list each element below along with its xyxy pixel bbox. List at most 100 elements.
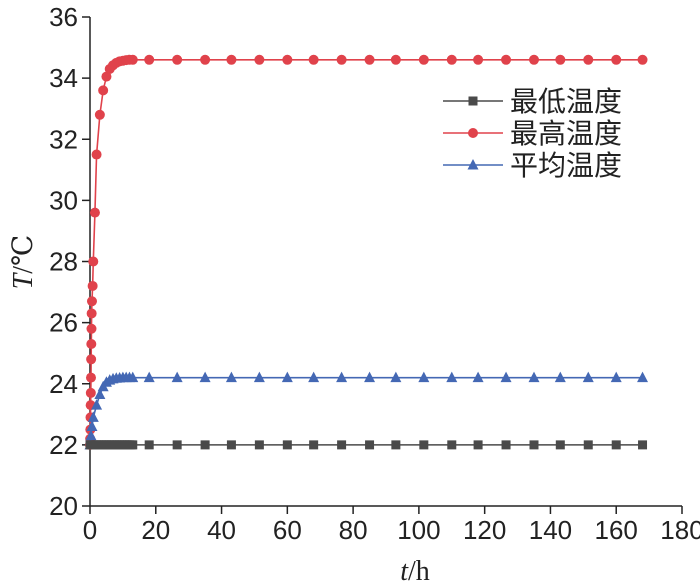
y-tick-label: 30: [49, 185, 78, 215]
data-point: [88, 256, 99, 267]
data-point: [446, 371, 458, 383]
data-point: [199, 371, 211, 383]
x-axis-label: t/h: [400, 556, 430, 587]
data-point: [528, 371, 540, 383]
legend-marker: [468, 96, 478, 106]
data-point: [144, 440, 154, 450]
data-point: [226, 54, 237, 65]
y-tick-label: 22: [49, 430, 78, 460]
data-point: [555, 54, 566, 65]
data-point: [87, 280, 98, 291]
y-axis-label-var: T: [8, 271, 39, 289]
y-tick-label: 28: [49, 247, 78, 277]
y-axis-label: T/℃: [8, 235, 39, 290]
data-point: [583, 54, 594, 65]
x-tick-label: 80: [339, 515, 368, 545]
data-point: [611, 54, 622, 65]
data-point: [447, 440, 457, 450]
data-point: [225, 371, 237, 383]
data-point: [501, 440, 511, 450]
data-point: [143, 371, 155, 383]
data-point: [281, 371, 293, 383]
data-point: [418, 54, 429, 65]
data-point: [200, 440, 210, 450]
data-point: [172, 440, 182, 450]
data-point: [337, 440, 347, 450]
data-point: [254, 440, 264, 450]
x-tick-label: 0: [83, 515, 97, 545]
data-point: [364, 54, 375, 65]
x-axis-label-unit: /h: [408, 556, 430, 587]
data-point: [473, 440, 483, 450]
data-point: [85, 387, 96, 398]
data-point: [282, 54, 293, 65]
series-layer: [84, 54, 649, 450]
data-point: [254, 54, 265, 65]
data-point: [446, 54, 457, 65]
axes: 0 20 40 60 80 100 120 140 160 1802022242628303234…: [49, 2, 700, 545]
legend-label: 平均温度: [510, 149, 622, 182]
y-tick-label: 20: [49, 491, 78, 521]
data-point: [85, 372, 96, 383]
data-point: [555, 440, 565, 450]
y-tick-label: 24: [49, 369, 78, 399]
legend-entry: 平均温度: [443, 149, 622, 182]
series-line: [89, 376, 643, 445]
data-point: [529, 54, 539, 65]
data-point: [472, 371, 484, 383]
data-point: [282, 440, 292, 450]
data-point: [473, 54, 484, 65]
data-point: [418, 371, 430, 383]
data-point: [101, 71, 112, 82]
y-tick-label: 32: [49, 124, 78, 154]
data-point: [85, 429, 97, 441]
data-point: [91, 149, 102, 160]
data-point: [336, 54, 347, 65]
data-point: [365, 440, 375, 450]
data-point: [89, 207, 100, 218]
data-point: [637, 54, 648, 65]
data-point: [128, 440, 138, 450]
data-point: [364, 371, 376, 383]
legend-marker: [467, 159, 479, 170]
data-point: [610, 371, 622, 383]
legend-label: 最低温度: [510, 85, 622, 118]
x-tick-label: 100: [397, 515, 440, 545]
x-tick-label: 160: [595, 515, 638, 545]
data-point: [94, 388, 106, 399]
x-tick-label: 120: [463, 515, 506, 545]
data-point: [390, 54, 401, 65]
data-point: [637, 371, 649, 383]
data-point: [308, 371, 320, 383]
data-point: [611, 440, 621, 450]
y-tick-label: 26: [49, 308, 78, 338]
x-axis-label-var: t: [400, 556, 409, 587]
data-point: [86, 296, 97, 307]
data-point: [200, 54, 211, 65]
data-point: [94, 109, 105, 120]
data-point: [226, 440, 236, 450]
data-point: [638, 440, 648, 450]
data-point: [98, 85, 109, 96]
y-tick-label: 36: [49, 2, 78, 32]
y-tick-label: 34: [49, 63, 78, 93]
series-triangle: [84, 371, 649, 450]
legend-entry: 最高温度: [443, 117, 622, 150]
data-point: [91, 399, 103, 410]
data-point: [86, 354, 97, 365]
data-point: [144, 54, 155, 65]
data-point: [391, 440, 401, 450]
data-point: [583, 440, 593, 450]
data-point: [336, 371, 348, 383]
x-tick-label: 20: [141, 515, 170, 545]
data-point: [308, 54, 319, 65]
data-point: [86, 308, 97, 319]
data-point: [86, 420, 98, 432]
data-point: [127, 371, 139, 383]
data-point: [419, 440, 429, 450]
x-tick-label: 140: [529, 515, 572, 545]
x-tick-label: 60: [273, 515, 302, 545]
data-point: [582, 371, 594, 383]
y-axis-label-unit: /℃: [8, 235, 39, 274]
